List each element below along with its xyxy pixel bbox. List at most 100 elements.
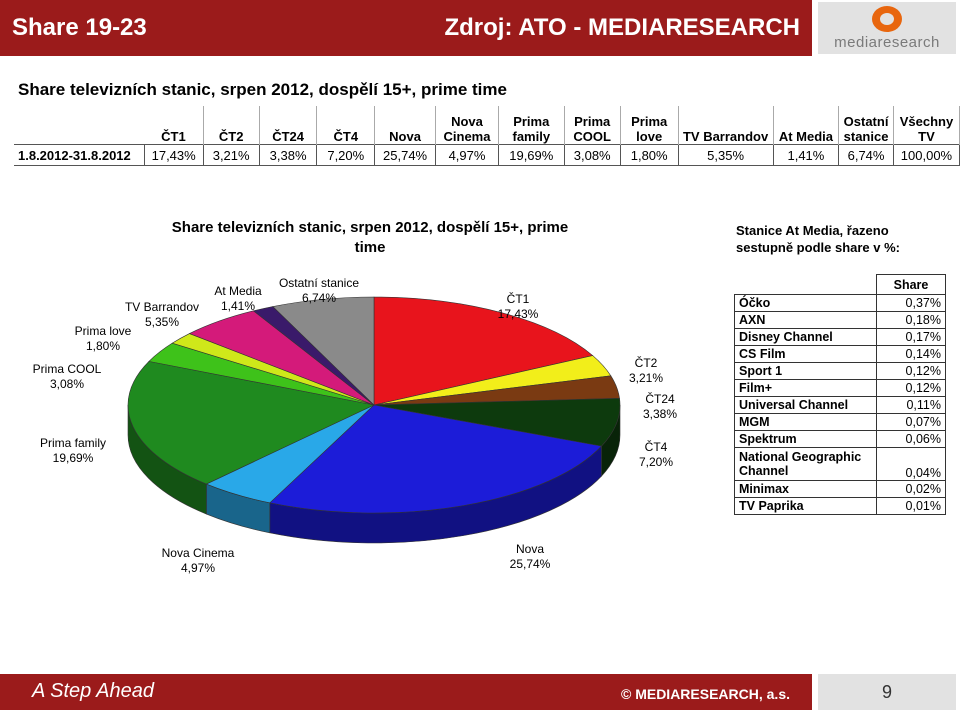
station-name: MGM bbox=[734, 413, 877, 431]
at-media-table: Share Óčko 0,37% AXN 0,18% Disney Channel 0,1… bbox=[734, 274, 946, 515]
col-header: TV Barrandov bbox=[678, 106, 774, 145]
station-name: TV Paprika bbox=[734, 497, 877, 515]
logo-mark-icon bbox=[872, 6, 902, 32]
station-share: 0,02% bbox=[876, 480, 946, 498]
slice-label-at-media: At Media 1,41% bbox=[214, 284, 262, 313]
slice-label-ct2: ČT2 3,21% bbox=[628, 356, 664, 385]
slice-prima-family bbox=[127, 361, 375, 485]
station-name: Óčko bbox=[734, 294, 877, 312]
cell-value: 3,21% bbox=[202, 144, 260, 166]
side-table-row: Minimax 0,02% bbox=[734, 480, 946, 498]
chart-title: Share televizních stanic, srpen 2012, do… bbox=[171, 219, 569, 256]
station-share: 0,12% bbox=[876, 362, 946, 380]
col-header: Všechny TV bbox=[893, 106, 960, 145]
col-header: ČT4 bbox=[316, 106, 376, 145]
col-header: Prima love bbox=[620, 106, 679, 145]
cell-value: 6,74% bbox=[838, 144, 894, 166]
mediaresearch-logo: mediaresearch bbox=[818, 2, 956, 54]
station-name: Universal Channel bbox=[734, 396, 877, 414]
side-table-row: Disney Channel 0,17% bbox=[734, 328, 946, 346]
cell-value: 1,41% bbox=[772, 144, 840, 166]
logo-text: mediaresearch bbox=[834, 34, 940, 51]
page-number: 9 bbox=[881, 682, 892, 702]
side-table-header: Share bbox=[735, 274, 946, 295]
slice-label-prima-family: Prima family 19,69% bbox=[39, 436, 106, 465]
slice-label-nova-cinema: Nova Cinema 4,97% bbox=[161, 546, 235, 575]
side-table-row: AXN 0,18% bbox=[734, 311, 946, 329]
cell-value: 100,00% bbox=[892, 144, 960, 166]
station-share: 0,11% bbox=[876, 396, 946, 414]
page-number-box: 9 bbox=[818, 674, 956, 710]
station-name: Sport 1 bbox=[734, 362, 877, 380]
slice-label-prima-cool: Prima COOL 3,08% bbox=[32, 362, 102, 391]
slice-ostatní-stanice bbox=[272, 296, 375, 406]
slice-label-ct1: ČT1 17,43% bbox=[497, 292, 539, 321]
station-name: Disney Channel bbox=[734, 328, 877, 346]
col-header: Nova Cinema bbox=[435, 106, 500, 145]
slice-label-tv-barrandov: TV Barrandov 5,35% bbox=[124, 300, 200, 329]
station-share: 0,04% bbox=[876, 447, 946, 481]
station-name: Spektrum bbox=[734, 430, 877, 448]
side-table-row: CS Film 0,14% bbox=[734, 345, 946, 363]
col-header: ČT2 bbox=[203, 106, 260, 145]
slice-label-ostatni: Ostatní stanice 6,74% bbox=[278, 276, 360, 305]
station-share: 0,07% bbox=[876, 413, 946, 431]
col-header: Nova bbox=[374, 106, 436, 145]
copyright: © MEDIARESEARCH, a.s. bbox=[620, 686, 790, 702]
station-name: AXN bbox=[734, 311, 877, 329]
side-table-row: Óčko 0,37% bbox=[734, 294, 946, 312]
col-header: At Media bbox=[773, 106, 840, 145]
slice-label-ct4: ČT4 7,20% bbox=[638, 440, 674, 469]
header-bar: Share 19-23 Zdroj: ATO - MEDIARESEARCH bbox=[0, 0, 812, 56]
slice-label-ct24: ČT24 3,38% bbox=[642, 392, 678, 421]
station-share: 0,06% bbox=[876, 430, 946, 448]
cell-value: 4,97% bbox=[434, 144, 500, 166]
col-header: Prima COOL bbox=[564, 106, 621, 145]
cell-value: 7,20% bbox=[316, 144, 376, 166]
side-table-row: National Geographic Channel 0,04% bbox=[734, 447, 946, 481]
slice-label-prima-love: Prima love 1,80% bbox=[74, 324, 132, 353]
slice-nova bbox=[269, 404, 603, 514]
station-share: 0,01% bbox=[876, 497, 946, 515]
cell-value: 17,43% bbox=[143, 144, 204, 166]
station-share: 0,18% bbox=[876, 311, 946, 329]
side-header-share: Share bbox=[876, 274, 946, 295]
cell-value: 3,08% bbox=[563, 144, 621, 166]
source-label: Zdroj: ATO - MEDIARESEARCH bbox=[444, 14, 800, 41]
side-table-title: Stanice At Media, řazeno sestupně podle … bbox=[736, 223, 900, 255]
cell-value: 3,38% bbox=[258, 144, 318, 166]
col-header: ČT24 bbox=[259, 106, 318, 145]
slice-čt1 bbox=[373, 296, 594, 406]
station-name: CS Film bbox=[734, 345, 877, 363]
tagline: A Step Ahead bbox=[32, 680, 154, 702]
share-table: ČT1 ČT2 ČT24 ČT4 Nova Nova Cinema Prima … bbox=[14, 106, 960, 166]
side-table-row: Sport 1 0,12% bbox=[734, 362, 946, 380]
station-name: Film+ bbox=[734, 379, 877, 397]
station-share: 0,17% bbox=[876, 328, 946, 346]
side-table-row: MGM 0,07% bbox=[734, 413, 946, 431]
cell-value: 19,69% bbox=[498, 144, 565, 166]
footer-bar: A Step Ahead © MEDIARESEARCH, a.s. bbox=[0, 674, 812, 710]
cell-value: 25,74% bbox=[374, 144, 436, 166]
slice-čt4 bbox=[373, 398, 621, 447]
page-title: Share 19-23 bbox=[12, 14, 147, 41]
col-header: Prima family bbox=[498, 106, 565, 145]
station-share: 0,12% bbox=[876, 379, 946, 397]
col-header: ČT1 bbox=[144, 106, 204, 145]
station-share: 0,37% bbox=[876, 294, 946, 312]
share-table-row: 1.8.2012-31.8.2012 17,43% 3,21% 3,38% 7,… bbox=[14, 144, 960, 166]
side-table-row: Spektrum 0,06% bbox=[734, 430, 946, 448]
share-table-header-row: ČT1 ČT2 ČT24 ČT4 Nova Nova Cinema Prima … bbox=[14, 106, 960, 145]
pie-chart bbox=[127, 296, 621, 544]
subtitle: Share televizních stanic, srpen 2012, do… bbox=[18, 80, 507, 99]
side-table-row: Film+ 0,12% bbox=[734, 379, 946, 397]
side-table-row: Universal Channel 0,11% bbox=[734, 396, 946, 414]
station-share: 0,14% bbox=[876, 345, 946, 363]
row-label: 1.8.2012-31.8.2012 bbox=[14, 144, 145, 166]
cell-value: 5,35% bbox=[677, 144, 774, 166]
side-table-row: TV Paprika 0,01% bbox=[734, 497, 946, 515]
station-name: Minimax bbox=[734, 480, 877, 498]
cell-value: 1,80% bbox=[619, 144, 679, 166]
slice-label-nova: Nova 25,74% bbox=[509, 542, 551, 571]
station-name: National Geographic Channel bbox=[734, 447, 877, 481]
